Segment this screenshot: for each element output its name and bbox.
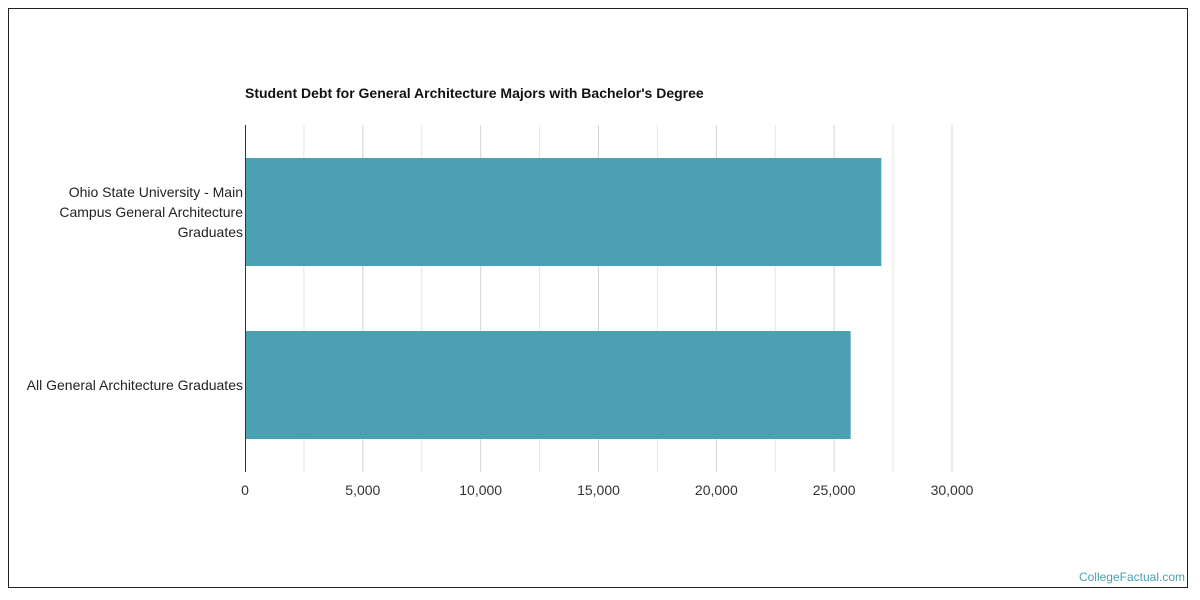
bar-1[interactable] — [245, 331, 851, 439]
x-tick-label: 0 — [241, 482, 249, 498]
category-label: All General Architecture Graduates — [7, 375, 243, 395]
category-label-line: All General Architecture Graduates — [26, 377, 243, 393]
category-label-line: Ohio State University - Main — [68, 184, 243, 200]
category-label-line: Campus General Architecture — [59, 204, 243, 220]
x-tick-label: 30,000 — [931, 482, 974, 498]
category-label: Ohio State University - Main Campus Gener… — [7, 182, 243, 242]
category-label-line: Graduates — [177, 224, 243, 240]
x-tick-label: 15,000 — [577, 482, 620, 498]
chart-title: Student Debt for General Architecture Ma… — [245, 85, 704, 101]
watermark-link[interactable]: CollegeFactual.com — [1078, 570, 1185, 584]
x-tick-label: 20,000 — [695, 482, 738, 498]
x-tick-label: 10,000 — [459, 482, 502, 498]
x-tick-label: 5,000 — [345, 482, 380, 498]
bar-0[interactable] — [245, 158, 882, 266]
x-tick-label: 25,000 — [813, 482, 856, 498]
